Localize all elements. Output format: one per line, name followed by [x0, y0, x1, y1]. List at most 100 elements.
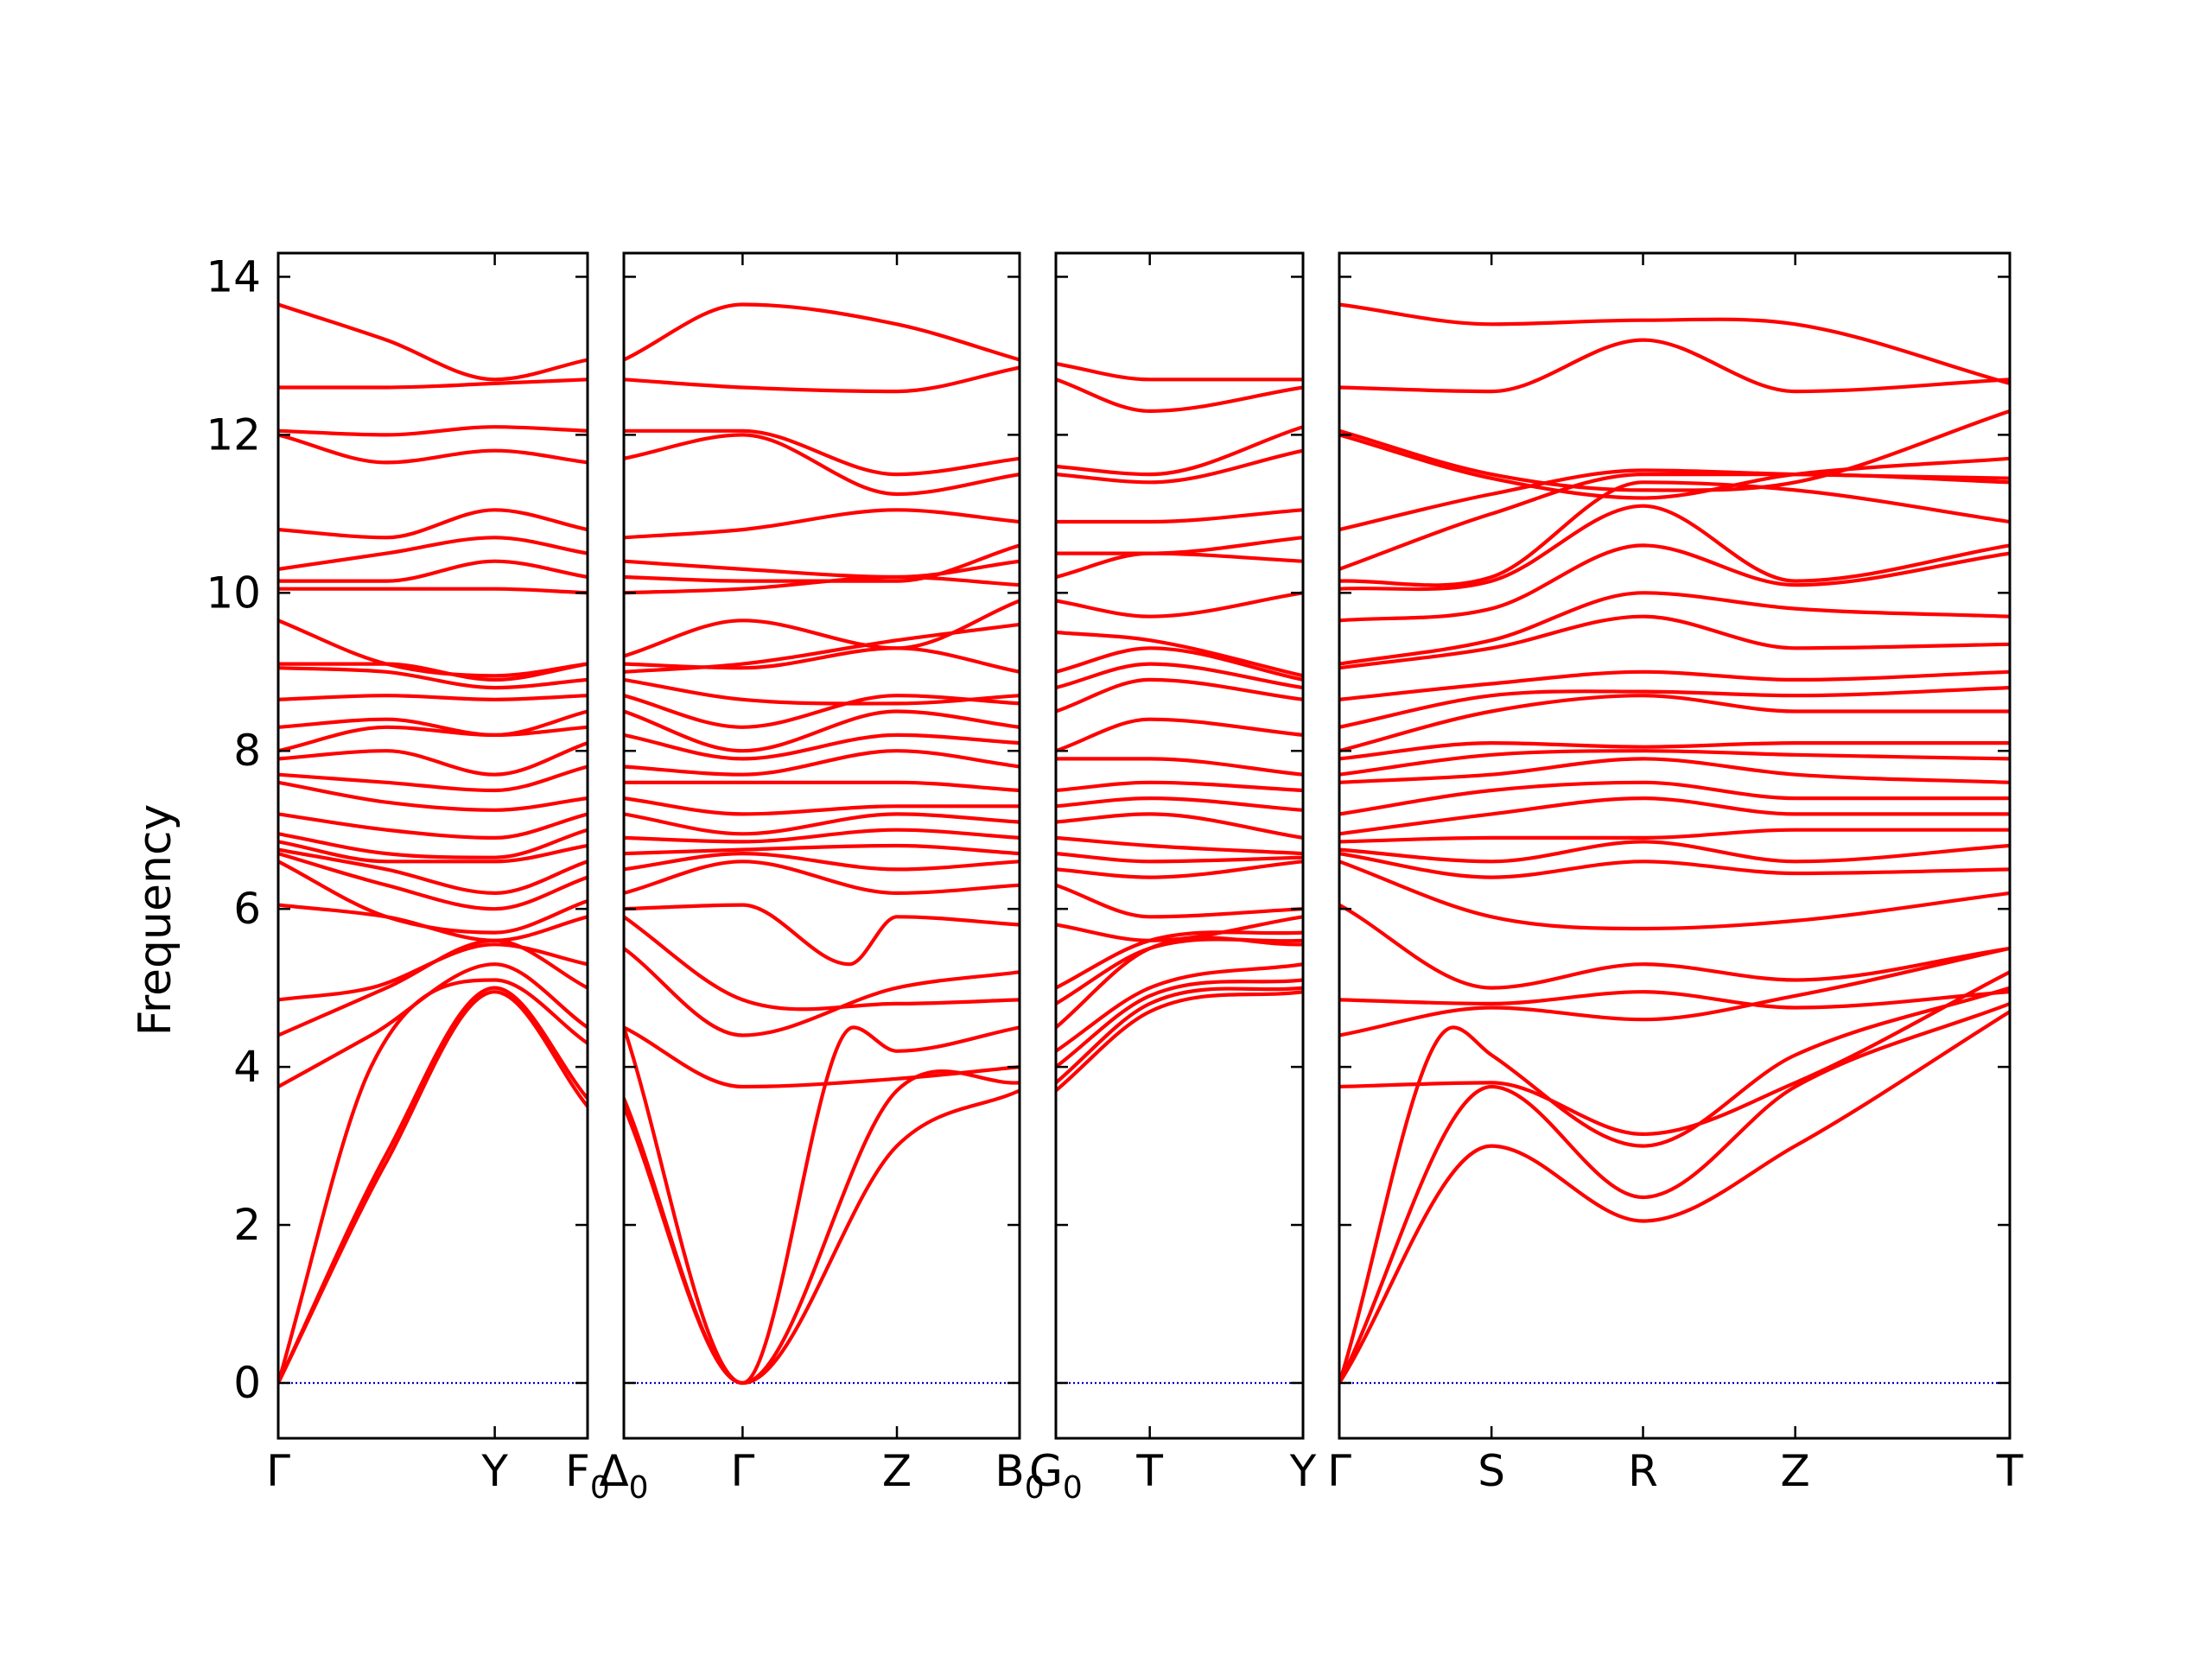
band-b18 [278, 709, 588, 737]
band-b8 [624, 860, 1020, 895]
y-tick-label: 14 [206, 251, 261, 301]
y-tick-label: 12 [206, 409, 261, 460]
band-b26 [624, 508, 1020, 540]
band-b14 [278, 780, 588, 812]
band-b4 [1339, 970, 2010, 1136]
band-b4 [278, 962, 588, 1089]
y-tick-label: 4 [233, 1042, 261, 1092]
band-b14 [1339, 757, 2010, 784]
panel-3: G0 T Y [1029, 251, 1317, 1506]
y-axis-label: Frequency [130, 804, 181, 1037]
panel-2: Δ0 Γ Z B0 [599, 251, 1045, 1506]
band-b16 [1339, 740, 2010, 761]
band-b1 [1339, 1010, 2010, 1386]
band-b2 [624, 1069, 1020, 1386]
band-b19 [1056, 662, 1303, 690]
k-point-label: R [1628, 1446, 1658, 1496]
k-point-label: T [1135, 1446, 1163, 1496]
k-point-label: Y [1289, 1446, 1317, 1496]
band-b7 [624, 903, 1020, 967]
band-b29 [278, 377, 588, 390]
band-b10 [278, 847, 588, 895]
band-b9 [278, 852, 588, 911]
band-b12 [278, 828, 588, 860]
panel-frame [276, 251, 589, 1440]
band-b3 [1339, 986, 2010, 1386]
band-b22 [1339, 543, 2010, 623]
band-b11 [1339, 828, 2010, 844]
band-b9 [1056, 883, 1303, 919]
y-tick-label: 0 [233, 1358, 261, 1408]
band-b28 [1339, 409, 2010, 492]
band-b1 [1056, 990, 1303, 1093]
band-b22 [1056, 591, 1303, 618]
band-b9 [624, 852, 1020, 872]
band-b6 [278, 942, 588, 1002]
band-b2 [278, 986, 588, 1386]
y-tick-label: 6 [233, 884, 261, 934]
band-b28 [1056, 377, 1303, 413]
band-b28 [278, 425, 588, 437]
band-b19 [624, 677, 1020, 706]
band-b15 [1339, 749, 2010, 777]
k-point-label: Γ [730, 1446, 754, 1496]
band-b12 [1339, 796, 2010, 836]
band-b20 [1339, 614, 2010, 670]
band-b29 [1056, 362, 1303, 382]
band-b14 [1056, 796, 1303, 812]
band-b8 [1056, 915, 1303, 942]
band-b26 [1339, 468, 2010, 532]
band-b25 [1056, 508, 1303, 524]
band-b25 [278, 536, 588, 571]
k-point-label: Y [480, 1446, 508, 1496]
band-b17 [1056, 717, 1303, 753]
y-tick-label: 2 [233, 1200, 261, 1250]
band-b25 [624, 559, 1020, 580]
band-b22 [624, 599, 1020, 658]
band-b11 [624, 828, 1020, 844]
band-b3 [624, 1025, 1020, 1386]
band-b17 [278, 725, 588, 753]
k-point-label: Z [1781, 1446, 1810, 1496]
k-point-label: T [1996, 1446, 2024, 1496]
band-b11 [1056, 852, 1303, 864]
band-b21 [1339, 591, 2010, 666]
band-b19 [278, 694, 588, 701]
band-b27 [1056, 425, 1303, 477]
bands-group [1339, 302, 2010, 1386]
band-b27 [278, 433, 588, 465]
band-b30 [278, 302, 588, 382]
band-b21 [1056, 630, 1303, 678]
band-b6 [624, 915, 1020, 1012]
band-b22 [278, 618, 588, 678]
band-b15 [278, 764, 588, 793]
band-b12 [1056, 835, 1303, 856]
band-b18 [1056, 677, 1303, 714]
band-b23 [1339, 504, 2010, 592]
band-b13 [278, 812, 588, 840]
band-b26 [1056, 448, 1303, 485]
band-b13 [624, 796, 1020, 816]
band-b10 [624, 843, 1020, 856]
band-b5 [1339, 946, 2010, 1037]
band-b17 [624, 709, 1020, 753]
band-b16 [278, 741, 588, 777]
band-b12 [624, 812, 1020, 836]
band-b24 [624, 543, 1020, 583]
band-b13 [1339, 780, 2010, 816]
band-b29 [624, 365, 1020, 394]
band-b4 [624, 1025, 1020, 1089]
band-b28 [624, 428, 1020, 477]
band-b2 [1339, 1001, 2010, 1386]
k-point-label: Z [882, 1446, 912, 1496]
band-b30 [1339, 302, 2010, 385]
band-b9 [1339, 852, 2010, 879]
band-b3 [278, 978, 588, 1386]
band-b15 [624, 749, 1020, 777]
band-b16 [624, 733, 1020, 761]
band-b24 [1339, 480, 2010, 587]
band-b16 [1056, 757, 1303, 777]
